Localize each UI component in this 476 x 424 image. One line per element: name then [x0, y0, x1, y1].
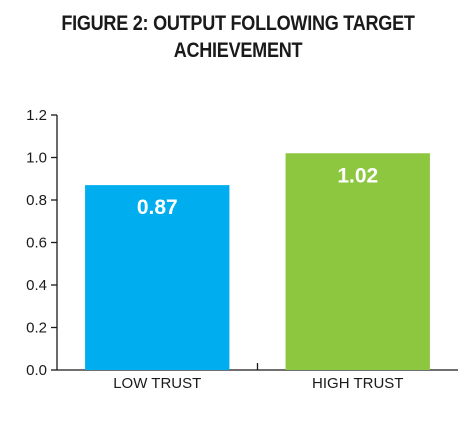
chart-title-line-1: FIGURE 2: OUTPUT FOLLOWING TARGET — [61, 12, 415, 35]
y-tick-label: 0.8 — [26, 192, 47, 209]
chart-title-line-2: ACHIEVEMENT — [173, 39, 303, 62]
bar-high-trust — [285, 153, 430, 370]
bar-low-trust — [85, 185, 230, 370]
y-tick-label: 0.0 — [26, 362, 47, 379]
x-category-label: HIGH TRUST — [312, 375, 403, 392]
data-label: 1.02 — [337, 164, 378, 187]
x-category-label: LOW TRUST — [113, 375, 201, 392]
y-tick-label: 0.4 — [26, 277, 47, 294]
chart-labels: 0.87 LOW TRUST 1.02 HIGH TRUST — [113, 164, 403, 392]
y-tick-label: 1.2 — [26, 107, 47, 124]
y-tick-label: 0.2 — [26, 320, 47, 337]
chart-title: FIGURE 2: OUTPUT FOLLOWING TARGET ACHIEV… — [33, 10, 442, 64]
chart-bars — [85, 153, 430, 370]
y-tick-label: 0.6 — [26, 235, 47, 252]
data-label: 0.87 — [137, 196, 178, 219]
y-tick-label: 1.0 — [26, 150, 47, 167]
